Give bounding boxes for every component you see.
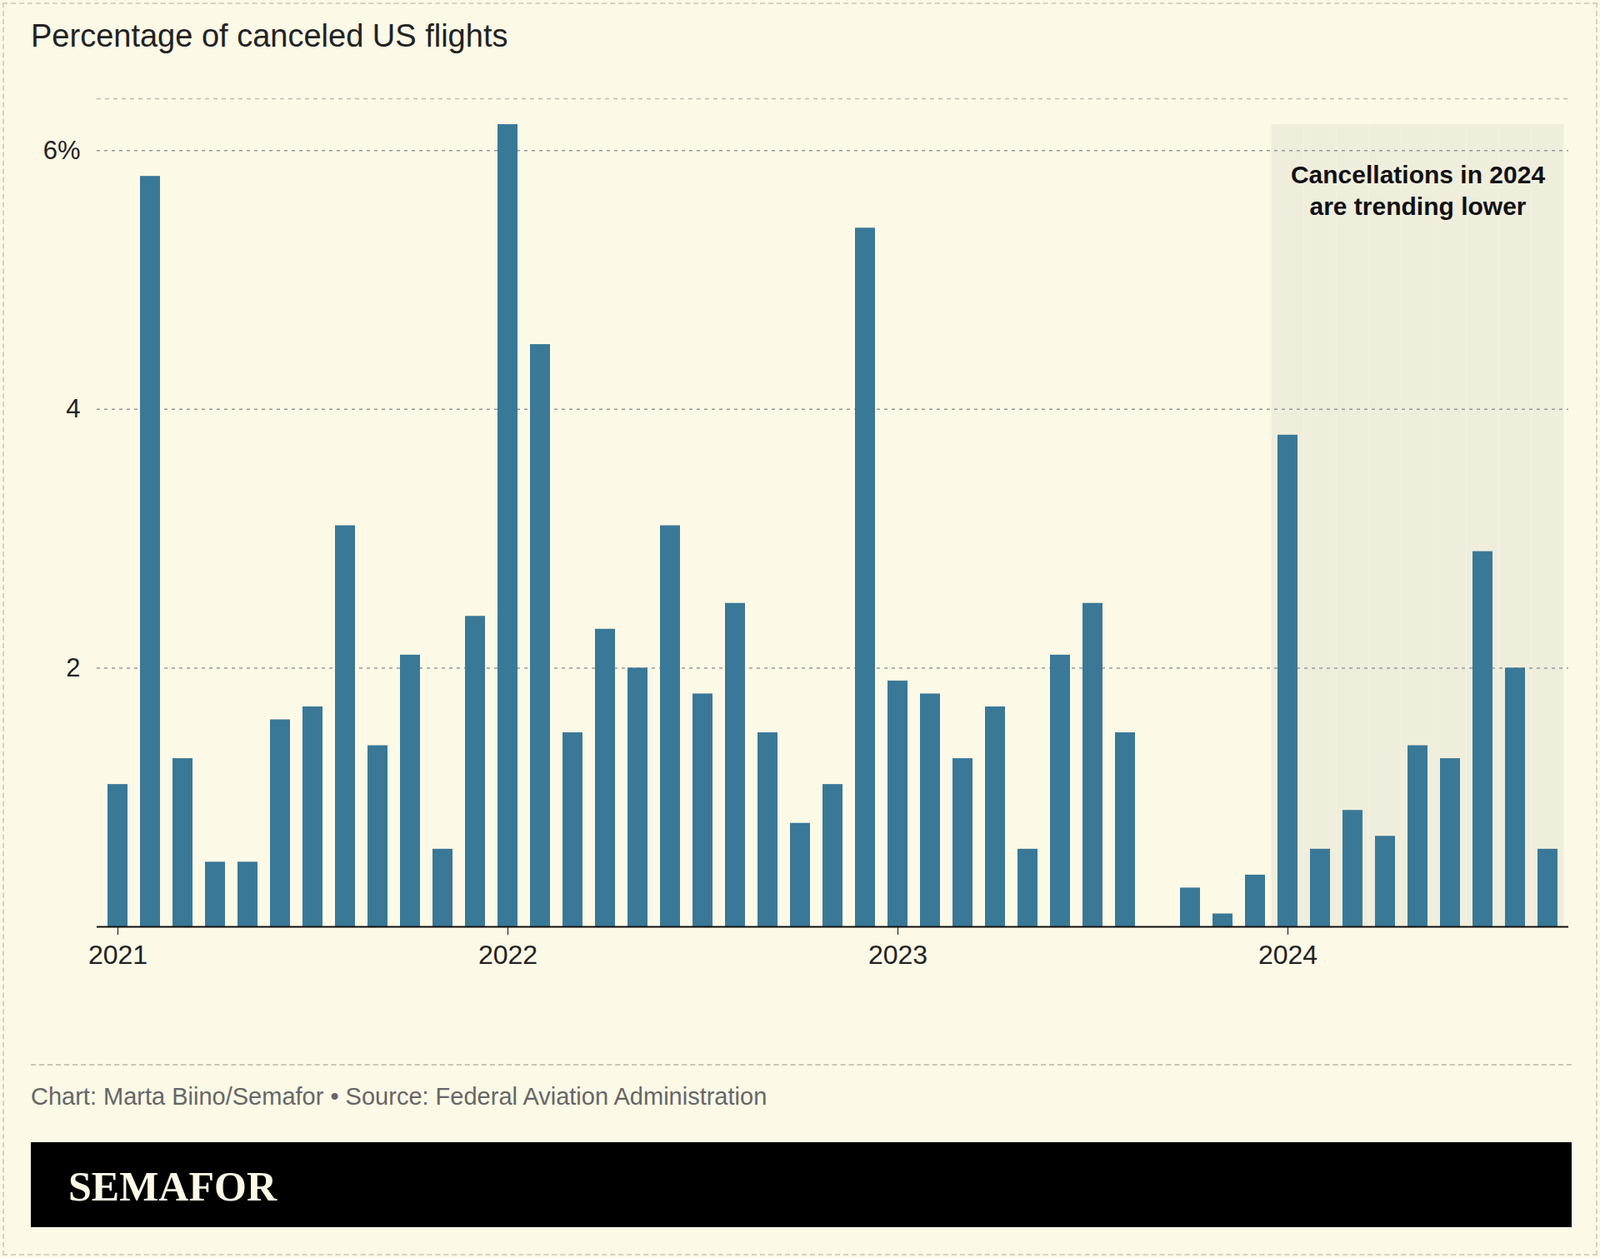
svg-text:2023: 2023	[868, 940, 928, 970]
svg-text:6%: 6%	[43, 135, 81, 165]
svg-text:Cancellations in 2024are trend: Cancellations in 2024are trending lower	[1290, 160, 1545, 220]
html-text:Chart: Marta Biino/Semafor • S: Chart: Marta Biino/Semafor • Source: Fed…	[30, 1083, 767, 1110]
svg-text:4: 4	[65, 394, 80, 424]
svg-text:2024: 2024	[1258, 940, 1318, 970]
html-text:Percentage of canceled US flig: Percentage of canceled US flights	[30, 18, 508, 54]
html-text:SEMAFOR: SEMAFOR	[68, 1163, 277, 1210]
svg-text:2022: 2022	[478, 940, 538, 970]
svg-text:2021: 2021	[88, 940, 148, 970]
svg-text:2: 2	[65, 653, 80, 683]
